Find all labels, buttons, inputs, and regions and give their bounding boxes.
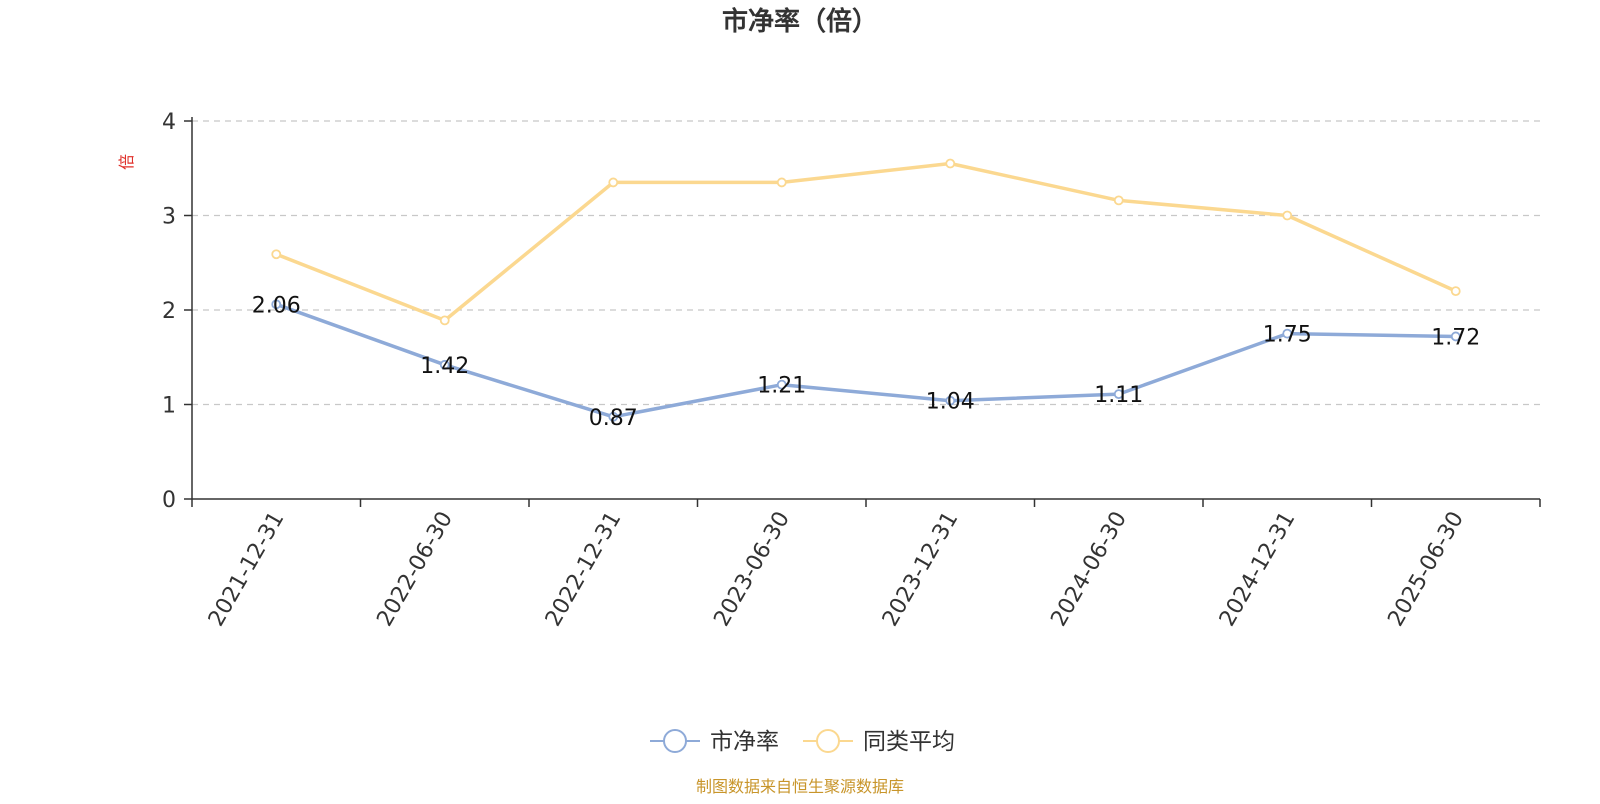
x-tick-label: 2021-12-31	[204, 508, 290, 631]
data-point	[608, 411, 619, 422]
data-point	[1113, 389, 1124, 400]
data-label: 1.75	[1263, 323, 1312, 348]
series-lines	[275, 161, 1457, 419]
axes	[184, 117, 1541, 507]
y-tick-label: 3	[162, 205, 176, 230]
series-line-1	[275, 161, 1457, 323]
chart-title: 市净率（倍）	[722, 6, 878, 37]
data-point	[1282, 328, 1293, 339]
data-point	[1282, 210, 1293, 221]
legend-item-1[interactable]: 同类平均	[803, 729, 955, 755]
x-tick-label: 2024-06-30	[1046, 508, 1132, 631]
data-point	[1450, 286, 1461, 297]
data-label: 1.72	[1431, 325, 1480, 350]
x-tick-label: 2025-06-30	[1383, 508, 1469, 631]
data-point	[945, 395, 956, 406]
y-tick-label: 2	[162, 299, 176, 324]
data-labels: 2.06 1.42 0.87 1.21 1.04 1.11 1.75 1.72	[252, 293, 1480, 430]
legend-item-0[interactable]: 市净率	[650, 729, 779, 755]
data-label: 2.06	[252, 293, 301, 318]
data-label: 1.04	[926, 390, 975, 415]
legend[interactable]: 市净率 同类平均	[650, 729, 955, 755]
legend-label: 市净率	[710, 729, 779, 755]
grid-lines	[192, 120, 1540, 406]
x-tick-labels: 2021-12-31 2022-06-30 2022-12-31 2023-06-30…	[204, 508, 1469, 631]
data-point	[271, 299, 282, 310]
x-tick-label: 2022-12-31	[541, 508, 627, 631]
y-tick-label: 0	[162, 488, 176, 513]
series-points	[271, 158, 1461, 422]
x-tick-label: 2023-06-30	[709, 508, 795, 631]
data-point	[608, 177, 619, 188]
data-label: 1.21	[757, 374, 806, 399]
y-tick-labels: 0 1 2 3 4	[162, 110, 176, 513]
data-point	[776, 379, 787, 390]
data-point	[1113, 195, 1124, 206]
data-point	[945, 158, 956, 169]
data-label: 0.87	[589, 406, 638, 431]
series-line-0	[275, 302, 1456, 419]
data-label: 1.11	[1094, 383, 1143, 408]
data-point	[439, 359, 450, 370]
data-point	[439, 315, 450, 326]
data-label: 1.42	[420, 354, 469, 379]
x-tick-label: 2024-12-31	[1215, 508, 1301, 631]
y-tick-label: 4	[162, 110, 176, 135]
x-tick-label: 2022-06-30	[372, 508, 458, 631]
data-point	[271, 249, 282, 260]
data-point	[776, 177, 787, 188]
legend-marker	[816, 729, 840, 753]
legend-marker	[663, 729, 687, 753]
legend-label: 同类平均	[863, 729, 955, 755]
source-footer: 制图数据来自恒生聚源数据库	[696, 777, 904, 796]
y-axis-label: 倍	[117, 154, 136, 170]
y-tick-label: 1	[162, 394, 176, 419]
data-point	[1450, 331, 1461, 342]
x-tick-label: 2023-12-31	[878, 508, 964, 631]
